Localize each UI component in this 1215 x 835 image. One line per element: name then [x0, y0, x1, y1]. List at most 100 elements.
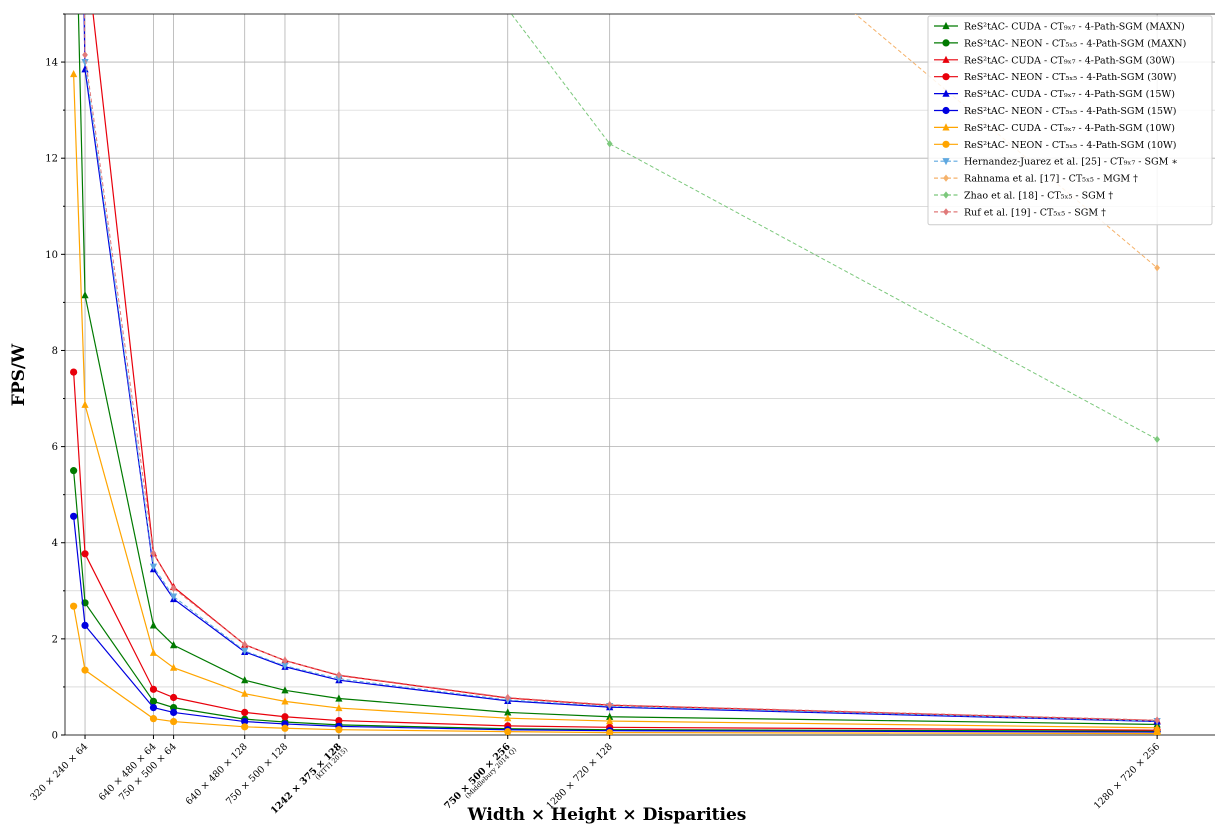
point: [606, 140, 613, 148]
series-line: [854, 14, 1158, 269]
legend-label: ReS²tAC- CUDA - CT₉ₓ₇ - 4-Path-SGM (30W): [964, 55, 1175, 66]
legend-marker: [942, 140, 950, 148]
legend-marker: [942, 55, 950, 63]
legend-label: Hernandez-Juarez et al. [25] - CT₉ₓ₇ - S…: [964, 157, 1178, 168]
point: [169, 717, 178, 726]
legend: ReS²tAC- CUDA - CT₉ₓ₇ - 4-Path-SGM (MAXN…: [927, 15, 1213, 226]
point: [335, 726, 343, 734]
plot-area: [70, 6, 1161, 735]
series-line: [77, 14, 1158, 726]
legend-marker: [942, 89, 950, 97]
point: [169, 708, 178, 717]
legend-marker: [943, 208, 949, 216]
point: [504, 714, 512, 722]
point: [504, 728, 512, 735]
x-tick-label: 1280 × 720 × 256: [1092, 741, 1162, 811]
point: [81, 550, 89, 558]
point: [1154, 435, 1161, 443]
point: [169, 693, 178, 702]
point: [281, 686, 289, 694]
point: [1153, 723, 1161, 731]
point: [169, 641, 178, 649]
legend-box: [927, 15, 1213, 226]
y-axis-label: FPS/W: [9, 343, 29, 406]
point: [241, 717, 249, 726]
series-line: [73, 606, 1158, 735]
point: [241, 647, 249, 655]
y-tick-label: 10: [45, 250, 58, 261]
point: [1153, 729, 1161, 735]
series-line: [73, 470, 1158, 732]
point: [241, 641, 248, 649]
point: [82, 51, 88, 59]
point: [1154, 716, 1161, 724]
point: [149, 685, 158, 693]
point: [70, 368, 78, 376]
point: [241, 708, 249, 717]
series-line: [73, 516, 1158, 733]
point: [149, 697, 158, 705]
point: [70, 467, 78, 475]
point: [282, 656, 288, 665]
legend-label: Zhao et al. [18] - CT₅ₓ₅ - SGM †: [964, 191, 1113, 202]
point: [70, 602, 78, 610]
point: [149, 704, 158, 712]
point: [606, 712, 614, 720]
legend-marker: [942, 73, 950, 81]
point: [149, 648, 158, 656]
point: [149, 621, 158, 629]
legend-marker: [943, 174, 949, 182]
point: [281, 697, 289, 705]
series-line: [83, 14, 1158, 723]
y-tick-label: 6: [52, 442, 58, 453]
point: [335, 703, 343, 712]
point: [606, 728, 614, 735]
point: [336, 671, 342, 679]
y-tick-label: 14: [45, 58, 58, 69]
legend-marker: [943, 191, 949, 199]
point: [606, 716, 614, 725]
point: [335, 716, 343, 725]
legend-label: ReS²tAC- NEON - CT₅ₓ₅ - 4-Path-SGM (MAXN…: [964, 38, 1186, 49]
y-tick-label: 12: [45, 154, 58, 165]
legend-label: ReS²tAC- NEON - CT₅ₓ₅ - 4-Path-SGM (30W): [964, 72, 1177, 83]
point: [505, 6, 511, 13]
x-tick-sublabel: (Middlebury 2014 Q): [464, 745, 519, 800]
legend-label: ReS²tAC- NEON - CT₅ₓ₅ - 4-Path-SGM (15W): [964, 106, 1177, 117]
legend-marker: [942, 39, 950, 47]
legend-marker: [942, 123, 950, 131]
series-line: [83, 14, 1158, 721]
point: [170, 584, 177, 592]
point: [504, 708, 512, 716]
legend-marker: [942, 21, 950, 30]
point: [606, 701, 613, 709]
y-tick-label: 4: [52, 538, 58, 549]
point: [81, 291, 89, 299]
point: [70, 512, 78, 520]
x-tick-label: 320 × 240 × 64: [28, 741, 90, 803]
legend-label: Rahnama et al. [17] - CT₅ₓ₅ - MGM †: [964, 174, 1138, 185]
point: [241, 676, 249, 684]
point: [81, 65, 89, 73]
y-tick-label: 0: [52, 731, 58, 742]
point: [241, 723, 249, 731]
legend-label: Ruf et al. [19] - CT₅ₓ₅ - SGM †: [964, 207, 1106, 218]
point: [281, 662, 289, 670]
point: [335, 694, 343, 702]
grid: [65, 13, 1215, 736]
y-tick-label: 8: [52, 346, 58, 357]
point: [241, 689, 249, 697]
point: [149, 715, 158, 723]
x-tick-label: 750 × 500 × 256: [442, 741, 513, 812]
legend-marker: [942, 158, 950, 166]
series-line: [73, 372, 1158, 731]
x-axis-label: Width × Height × Disparities: [467, 805, 747, 825]
point: [150, 549, 157, 557]
point: [81, 621, 89, 630]
point: [169, 593, 178, 601]
point: [169, 663, 178, 671]
legend-label: ReS²tAC- CUDA - CT₉ₓ₇ - 4-Path-SGM (MAXN…: [964, 22, 1185, 33]
legend-label: ReS²tAC- NEON - CT₅ₓ₅ - 4-Path-SGM (10W): [964, 140, 1177, 151]
